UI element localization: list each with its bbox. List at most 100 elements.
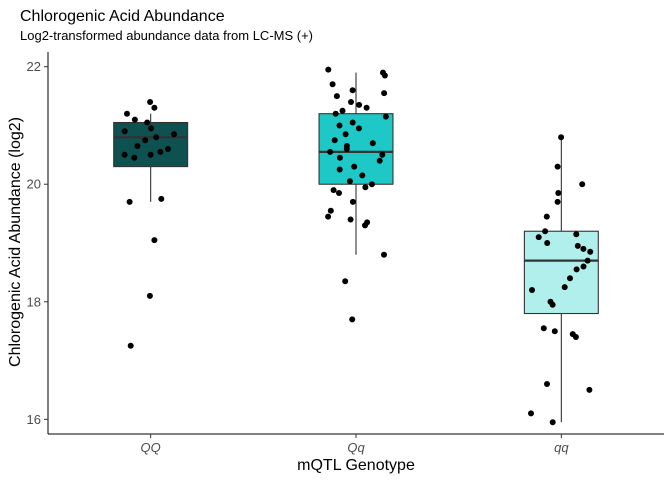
data-point [151, 104, 158, 111]
x-tick-label: qq [554, 440, 569, 455]
data-point [349, 316, 356, 323]
x-tick-label: Qq [347, 440, 365, 455]
data-point [336, 122, 343, 129]
data-point [336, 154, 343, 161]
data-point [362, 222, 368, 229]
data-point [368, 181, 375, 188]
boxplot-qq [523, 137, 599, 423]
boxplot-Qq [318, 72, 394, 255]
data-point [131, 116, 138, 123]
data-point [165, 146, 171, 152]
data-point [381, 72, 388, 79]
y-axis: 16 18 20 22 [27, 52, 49, 434]
data-point [342, 278, 349, 285]
data-point [540, 325, 547, 332]
data-point [573, 231, 580, 238]
data-point [554, 198, 561, 205]
data-point [558, 134, 565, 141]
data-point [549, 301, 556, 308]
jitter-points [121, 66, 594, 426]
data-point [333, 93, 340, 100]
data-point [363, 104, 370, 111]
data-point [327, 148, 334, 155]
data-point [376, 157, 383, 164]
chart-subtitle: Log2-transformed abundance data from LC-… [20, 28, 313, 43]
data-point [572, 334, 579, 340]
data-point [579, 181, 586, 188]
data-point [134, 143, 141, 149]
data-point [131, 154, 138, 161]
data-point [544, 381, 550, 387]
data-point [148, 125, 155, 132]
data-point [382, 113, 389, 120]
data-point [329, 81, 336, 88]
data-point [542, 228, 549, 235]
data-point [351, 163, 358, 170]
data-point [543, 213, 550, 220]
data-point [336, 166, 343, 173]
data-point [127, 342, 134, 349]
data-point [121, 128, 128, 135]
data-point [554, 163, 561, 170]
data-point [325, 66, 332, 73]
data-point [146, 292, 153, 299]
data-point [332, 110, 339, 117]
data-point [142, 137, 149, 144]
data-point [535, 234, 542, 241]
data-point [325, 213, 332, 220]
data-point [331, 137, 338, 144]
box [318, 113, 394, 185]
data-point [379, 151, 386, 158]
data-point [346, 178, 353, 185]
data-point [580, 245, 587, 252]
data-point [327, 207, 334, 214]
data-point [574, 242, 581, 249]
y-tick-label: 22 [27, 59, 41, 74]
data-point [342, 131, 349, 138]
data-point [567, 275, 573, 282]
data-point [158, 195, 165, 202]
data-point [349, 119, 356, 126]
data-point [362, 184, 369, 191]
data-point [144, 119, 151, 126]
x-axis: QQ Qq qq [48, 433, 664, 455]
data-point [153, 134, 160, 141]
data-point [336, 190, 342, 196]
data-point [359, 172, 366, 179]
data-point [573, 266, 580, 273]
data-point [347, 216, 354, 223]
data-point [586, 386, 593, 393]
data-point [147, 151, 154, 158]
data-point [528, 410, 534, 417]
data-point [330, 187, 337, 194]
data-point [587, 248, 594, 255]
data-point [121, 151, 128, 158]
data-point [549, 419, 556, 426]
data-point [147, 99, 154, 105]
data-point [561, 284, 568, 291]
x-axis-title: mQTL Genotype [297, 457, 415, 474]
data-point [348, 99, 354, 105]
data-point [355, 125, 362, 132]
data-point [356, 101, 363, 108]
y-tick-label: 20 [27, 177, 41, 192]
data-point [529, 287, 535, 293]
data-point [349, 198, 356, 205]
data-point [124, 110, 130, 117]
y-tick-label: 18 [27, 294, 41, 309]
data-point [584, 257, 591, 264]
data-point [126, 198, 133, 205]
data-point [349, 87, 356, 94]
data-point [151, 237, 158, 244]
data-point [381, 90, 388, 97]
data-point [171, 131, 177, 138]
data-point [369, 140, 376, 147]
data-point [555, 190, 562, 196]
y-axis-title: Chlorogenic Acid Abundance (log2) [7, 117, 24, 367]
chart-title: Chlorogenic Acid Abundance [20, 8, 225, 25]
data-point [343, 146, 350, 152]
x-tick-label: QQ [141, 440, 161, 455]
boxplots [113, 72, 599, 423]
data-point [551, 328, 558, 335]
